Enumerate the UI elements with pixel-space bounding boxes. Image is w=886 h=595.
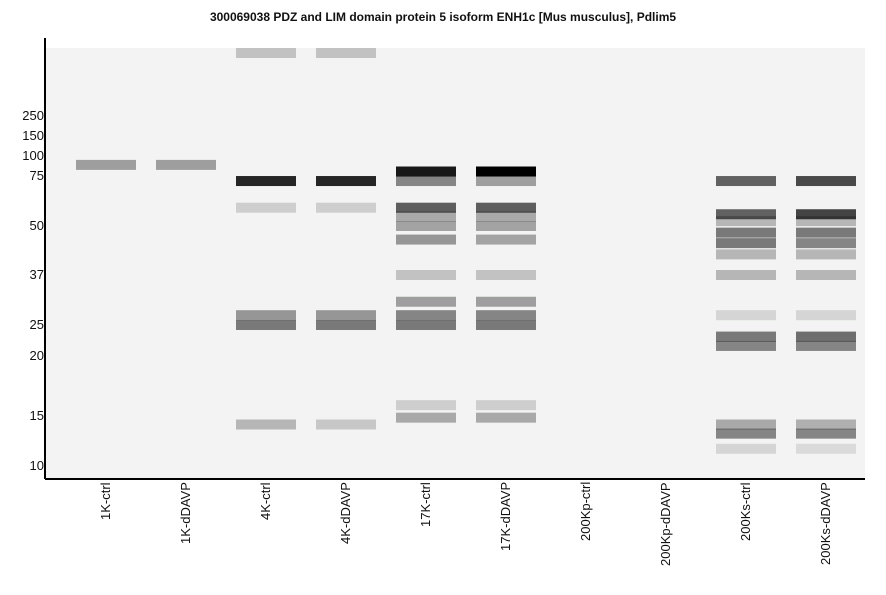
band-4K-ctrl xyxy=(236,419,296,430)
band-17K-dDAVP xyxy=(476,412,536,423)
band-17K-ctrl xyxy=(396,234,456,245)
band-200Ks-ctrl xyxy=(716,270,776,280)
band-200Ks-ctrl xyxy=(716,340,776,351)
band-200Ks-ctrl xyxy=(716,216,776,227)
band-200Ks-ctrl xyxy=(716,209,776,220)
band-17K-dDAVP xyxy=(476,221,536,231)
band-200Ks-ctrl xyxy=(716,428,776,439)
band-17K-dDAVP xyxy=(476,211,536,222)
band-200Ks-ctrl xyxy=(716,443,776,454)
band-200Ks-dDAVP xyxy=(796,176,856,187)
band-17K-dDAVP xyxy=(476,400,536,411)
lane-label: 17K-ctrl xyxy=(418,482,433,527)
gel-background xyxy=(45,48,865,479)
band-17K-dDAVP xyxy=(476,176,536,187)
band-17K-dDAVP xyxy=(476,320,536,330)
lane-label: 4K-ctrl xyxy=(258,482,273,520)
band-200Ks-dDAVP xyxy=(796,216,856,227)
band-17K-ctrl xyxy=(396,412,456,423)
band-17K-dDAVP xyxy=(476,296,536,307)
band-17K-ctrl xyxy=(396,320,456,330)
lane-label: 1K-ctrl xyxy=(98,482,113,520)
lane-label: 17K-dDAVP xyxy=(498,481,513,551)
mw-tick-label: 20 xyxy=(29,348,44,363)
band-200Ks-ctrl xyxy=(716,331,776,342)
band-4K-ctrl xyxy=(236,202,296,213)
band-4K-dDAVP xyxy=(316,48,376,58)
band-17K-ctrl xyxy=(396,400,456,411)
band-200Ks-dDAVP xyxy=(796,238,856,249)
mw-tick-label: 250 xyxy=(22,108,44,123)
band-4K-ctrl xyxy=(236,310,296,321)
band-17K-ctrl xyxy=(396,296,456,307)
band-200Ks-ctrl xyxy=(716,238,776,249)
band-200Ks-dDAVP xyxy=(796,419,856,430)
band-200Ks-ctrl xyxy=(716,176,776,187)
band-4K-dDAVP xyxy=(316,310,376,321)
band-4K-dDAVP xyxy=(316,419,376,430)
lane-label: 1K-dDAVP xyxy=(178,482,193,544)
band-200Ks-dDAVP xyxy=(796,249,856,260)
band-1K-ctrl xyxy=(76,159,136,170)
band-200Ks-dDAVP xyxy=(796,331,856,342)
band-4K-ctrl xyxy=(236,48,296,58)
band-17K-ctrl xyxy=(396,211,456,222)
mw-tick-label: 10 xyxy=(29,458,44,473)
band-17K-ctrl xyxy=(396,310,456,321)
band-17K-ctrl xyxy=(396,270,456,280)
band-200Ks-dDAVP xyxy=(796,428,856,439)
band-17K-dDAVP xyxy=(476,234,536,245)
band-17K-dDAVP xyxy=(476,202,536,213)
band-200Ks-dDAVP xyxy=(796,209,856,220)
band-200Ks-dDAVP xyxy=(796,310,856,321)
band-1K-dDAVP xyxy=(156,159,216,170)
band-200Ks-dDAVP xyxy=(796,270,856,280)
band-17K-dDAVP xyxy=(476,310,536,321)
band-17K-ctrl xyxy=(396,166,456,177)
band-17K-dDAVP xyxy=(476,270,536,280)
lane-label: 4K-dDAVP xyxy=(338,482,353,544)
mw-tick-label: 75 xyxy=(29,168,44,183)
band-4K-ctrl xyxy=(236,176,296,187)
band-4K-dDAVP xyxy=(316,320,376,330)
mw-tick-label: 25 xyxy=(29,317,44,332)
mw-tick-label: 37 xyxy=(29,267,44,282)
band-17K-ctrl xyxy=(396,176,456,187)
mw-tick-label: 50 xyxy=(29,218,44,233)
band-4K-ctrl xyxy=(236,320,296,330)
chart-title: 300069038 PDZ and LIM domain protein 5 i… xyxy=(209,10,677,24)
lane-label: 200Ks-dDAVP xyxy=(818,482,833,565)
band-200Ks-ctrl xyxy=(716,227,776,238)
band-200Ks-dDAVP xyxy=(796,340,856,351)
lane-label: 200Ks-ctrl xyxy=(738,482,753,541)
band-17K-ctrl xyxy=(396,221,456,231)
lane-label: 200Kp-dDAVP xyxy=(658,482,673,566)
band-17K-dDAVP xyxy=(476,166,536,177)
mw-tick-label: 150 xyxy=(22,128,44,143)
band-4K-dDAVP xyxy=(316,202,376,213)
band-200Ks-ctrl xyxy=(716,419,776,430)
band-200Ks-ctrl xyxy=(716,249,776,260)
lane-label: 200Kp-ctrl xyxy=(578,481,593,541)
band-200Ks-ctrl xyxy=(716,310,776,321)
band-17K-ctrl xyxy=(396,202,456,213)
band-4K-dDAVP xyxy=(316,176,376,187)
band-200Ks-dDAVP xyxy=(796,227,856,238)
mw-tick-label: 15 xyxy=(29,408,44,423)
mw-tick-label: 100 xyxy=(22,148,44,163)
band-200Ks-dDAVP xyxy=(796,443,856,454)
